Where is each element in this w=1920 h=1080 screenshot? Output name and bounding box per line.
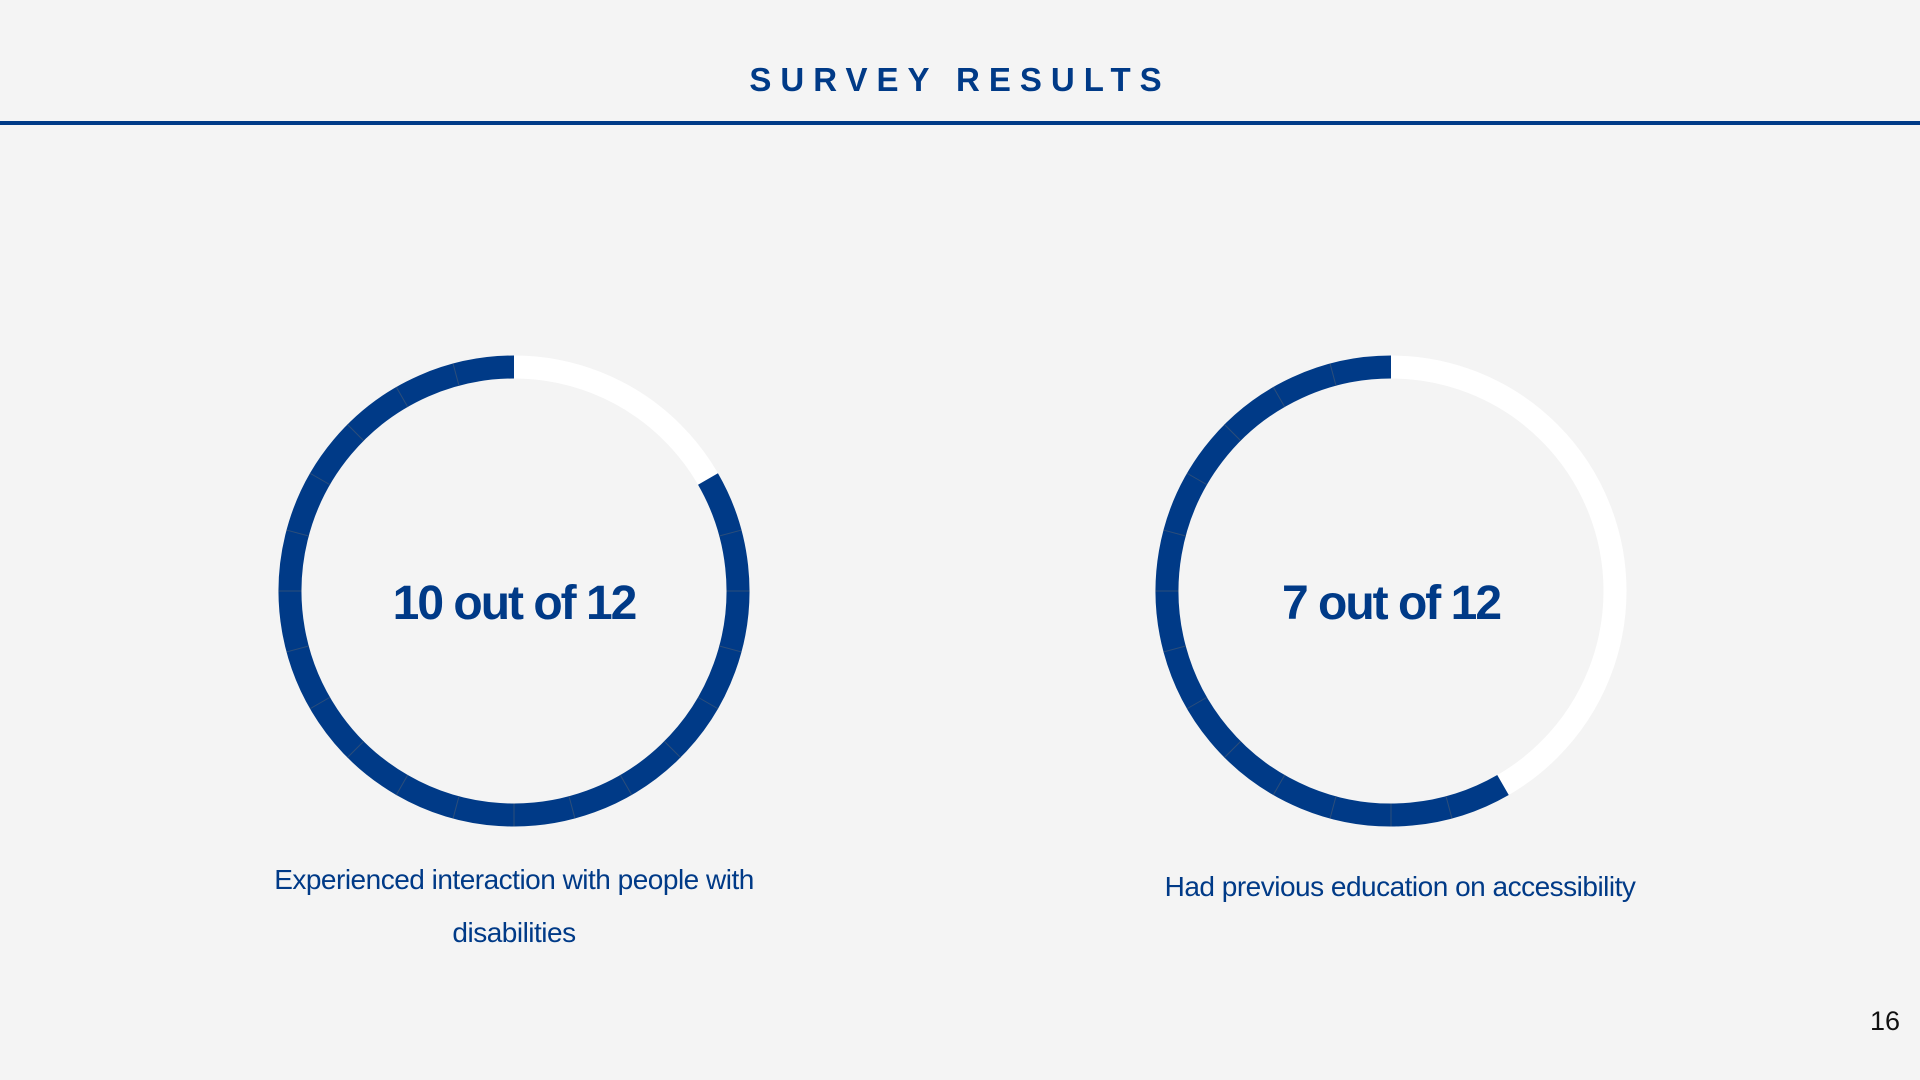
segment-divider bbox=[1272, 386, 1286, 408]
segment-divider bbox=[1272, 774, 1286, 796]
segment-divider bbox=[452, 796, 460, 819]
segment-divider bbox=[347, 424, 365, 442]
slide-title: SURVEY RESULTS bbox=[749, 61, 1171, 98]
segment-divider bbox=[309, 472, 331, 486]
segment-divider bbox=[309, 696, 331, 710]
segment-divider bbox=[1163, 529, 1186, 537]
segment-divider bbox=[719, 645, 742, 653]
segment-divider bbox=[697, 696, 719, 710]
segment-divider bbox=[452, 363, 460, 386]
segment-divider bbox=[1186, 696, 1208, 710]
segment-divider bbox=[1445, 796, 1453, 819]
segment-divider bbox=[1329, 363, 1337, 386]
segment-divider bbox=[286, 529, 309, 537]
segment-divider bbox=[1186, 472, 1208, 486]
segment-divider bbox=[1224, 740, 1242, 758]
segment-divider bbox=[347, 740, 365, 758]
segment-divider bbox=[286, 645, 309, 653]
segment-divider bbox=[568, 796, 576, 819]
segment-divider bbox=[619, 774, 633, 796]
segment-divider bbox=[395, 774, 409, 796]
donut-value-label: 10 out of 12 bbox=[392, 576, 638, 630]
segment-divider bbox=[1224, 424, 1242, 442]
donut-ring bbox=[278, 355, 750, 827]
donut-ring bbox=[1155, 355, 1627, 827]
donut-value-label: 7 out of 12 bbox=[1281, 576, 1502, 630]
result-caption: Had previous education on accessibility bbox=[1164, 871, 1636, 902]
segment-divider bbox=[1329, 796, 1337, 819]
donut-chart-education: 7 out of 12 bbox=[1154, 354, 1628, 828]
segment-divider bbox=[1163, 645, 1186, 653]
segment-divider bbox=[719, 529, 742, 537]
donut-chart-interaction: 10 out of 12 bbox=[277, 354, 751, 828]
segment-divider bbox=[395, 386, 409, 408]
page-number: 16 bbox=[1869, 1006, 1900, 1036]
result-caption: Experienced interaction with people with… bbox=[274, 864, 754, 948]
header-divider bbox=[0, 121, 1920, 125]
segment-divider bbox=[663, 740, 681, 758]
